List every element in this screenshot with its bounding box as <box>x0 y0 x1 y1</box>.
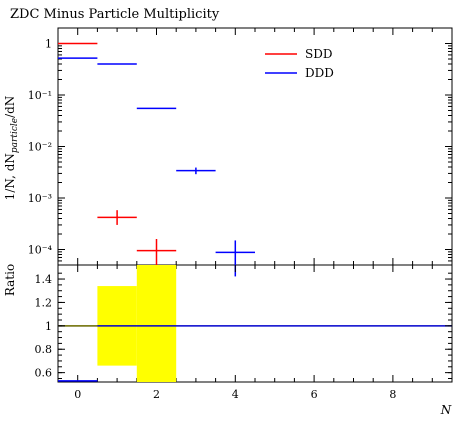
main-y-tick-label: 10⁻² <box>28 141 52 154</box>
ratio-x-tick-label: 8 <box>389 388 396 401</box>
ratio-x-tick-label: 2 <box>153 388 160 401</box>
ratio-uncertainty-band <box>136 265 177 382</box>
ratio-y-tick-label: 1 <box>45 320 52 333</box>
legend-label-ddd: DDD <box>305 66 334 80</box>
ratio-y-tick-label: 0.6 <box>35 367 53 380</box>
ratio-y-tick-label: 1.2 <box>35 296 53 309</box>
ratio-x-tick-label: 0 <box>74 388 81 401</box>
main-plot-layer: 1 10⁻¹ 10⁻² 10⁻³ 10⁻⁴ <box>28 27 453 277</box>
ratio-y-tick-label: 0.8 <box>35 343 53 356</box>
ratio-plot-layer: 0 2 4 6 8 0.6 0.8 1 1.2 1.4 <box>35 265 453 401</box>
main-y-tick-label: 1 <box>45 38 52 51</box>
main-y-axis-label: 1/N, dNparticle/dN <box>3 96 20 201</box>
ratio-x-tick-label: 6 <box>311 388 318 401</box>
ratio-y-axis-label: Ratio <box>3 264 17 296</box>
ratio-y-tick-label: 1.4 <box>35 273 53 286</box>
legend: SDD DDD <box>265 47 334 80</box>
legend-label-sdd: SDD <box>305 47 332 61</box>
main-y-tick-label: 10⁻⁴ <box>28 243 53 256</box>
main-y-tick-label: 10⁻³ <box>28 192 52 205</box>
ratio-x-tick-label: 4 <box>232 388 239 401</box>
x-axis-label: N <box>440 403 452 417</box>
main-y-tick-label: 10⁻¹ <box>28 89 52 102</box>
chart-title: ZDC Minus Particle Multiplicity <box>10 7 220 22</box>
